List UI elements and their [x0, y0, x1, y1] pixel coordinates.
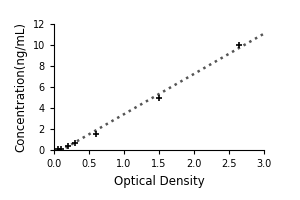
- Y-axis label: Concentration(ng/mL): Concentration(ng/mL): [14, 22, 27, 152]
- X-axis label: Optical Density: Optical Density: [114, 175, 204, 188]
